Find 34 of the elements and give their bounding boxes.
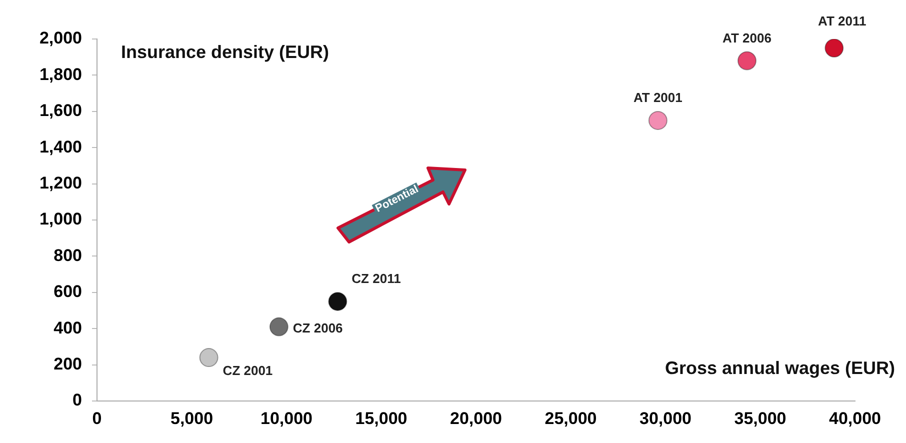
series-label: CZ 2006 — [292, 320, 343, 336]
point — [199, 348, 218, 368]
point — [648, 110, 668, 130]
y-tick-label: 0 — [72, 390, 82, 410]
x-tick-label: 15,000 — [355, 408, 408, 428]
y-tick-label: 1,800 — [39, 64, 82, 84]
series-label: CZ 2001 — [222, 363, 273, 378]
series-label: AT 2001 — [633, 90, 682, 106]
y-tick-label: 2,000 — [39, 28, 82, 48]
y-axis-title: Insurance density (EUR) — [121, 42, 330, 62]
series-label: CZ 2011 — [352, 271, 401, 286]
y-tick-label: 1,400 — [39, 137, 82, 156]
x-tick-label: 40,000 — [829, 408, 881, 428]
point — [269, 317, 288, 336]
series-label: AT 2006 — [722, 30, 772, 46]
x-tick-label: 35,000 — [734, 408, 786, 428]
y-tick-label: 400 — [54, 318, 82, 338]
y-tick-label: 1,000 — [39, 210, 82, 229]
series-label: AT 2011 — [818, 14, 866, 29]
point — [737, 51, 756, 70]
x-tick-label: 5,000 — [170, 408, 214, 428]
y-tick-label: 1,200 — [39, 173, 82, 192]
x-tick-label: 10,000 — [260, 408, 312, 428]
x-tick-label: 0 — [92, 408, 102, 428]
y-tick-label: 200 — [54, 354, 82, 374]
x-axis-title: Gross annual wages (EUR) — [664, 358, 895, 378]
y-tick-label: 600 — [54, 282, 82, 302]
point — [328, 292, 348, 311]
x-tick-label: 25,000 — [544, 408, 597, 428]
y-tick-label: 800 — [54, 246, 82, 265]
x-tick-label: 20,000 — [450, 408, 502, 428]
x-tick-label: 30,000 — [640, 408, 692, 428]
y-tick-label: 1,600 — [39, 101, 82, 120]
point — [824, 39, 844, 58]
